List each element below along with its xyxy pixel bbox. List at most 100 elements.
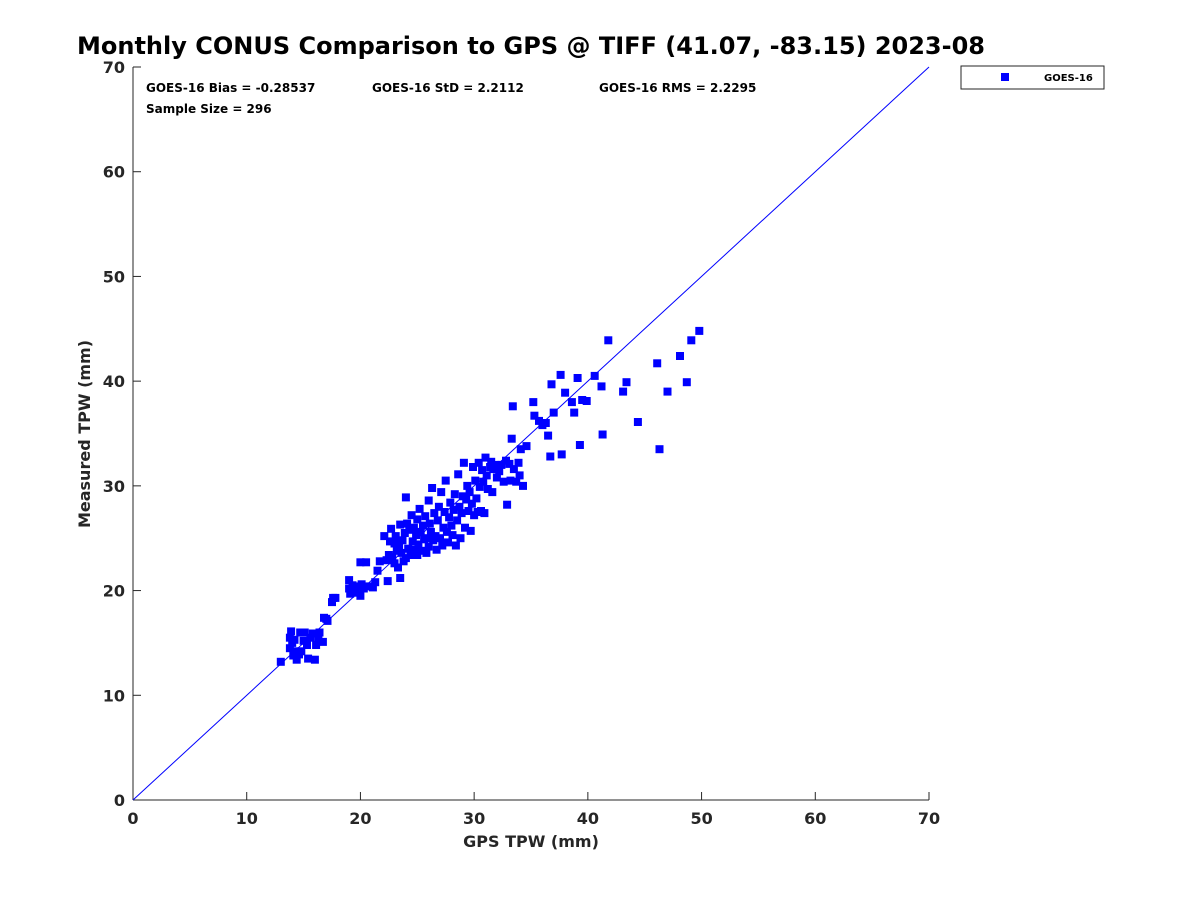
x-axis-label: GPS TPW (mm): [463, 832, 599, 851]
data-point: [390, 559, 399, 568]
chart-title: Monthly CONUS Comparison to GPS @ TIFF (…: [77, 32, 985, 60]
data-point: [619, 387, 628, 396]
data-point: [356, 558, 365, 567]
data-point: [446, 498, 455, 507]
data-point: [467, 499, 476, 508]
data-point: [497, 460, 506, 469]
data-point: [411, 545, 419, 554]
data-point: [453, 516, 462, 525]
y-tick-label: 50: [103, 267, 125, 286]
y-tick-label: 20: [103, 582, 125, 601]
data-point: [445, 513, 454, 522]
data-point: [463, 481, 472, 490]
data-point: [310, 655, 319, 664]
data-point: [515, 471, 524, 480]
data-point: [483, 485, 492, 493]
data-point: [364, 582, 373, 591]
data-point: [412, 531, 421, 540]
x-tick-label: 70: [918, 809, 940, 828]
data-point: [359, 584, 368, 593]
stat-sample-size: Sample Size = 296: [146, 102, 272, 116]
data-point: [346, 589, 355, 598]
data-point: [398, 536, 407, 545]
data-point: [351, 588, 360, 597]
data-point: [575, 441, 584, 449]
data-point: [390, 539, 399, 548]
data-point: [503, 500, 512, 509]
data-point: [474, 458, 483, 467]
x-tick-label: 60: [804, 809, 826, 828]
data-point: [403, 519, 412, 528]
data-point: [287, 627, 296, 636]
data-point: [397, 548, 406, 557]
data-point: [425, 519, 434, 528]
data-point: [289, 651, 298, 660]
stat-std: GOES-16 StD = 2.2112: [372, 81, 524, 95]
data-point: [491, 460, 500, 469]
plot-area: 0 10 20 30 40 50 60 70 0 10 20 30 40 50 60 70: [103, 58, 940, 828]
data-point: [682, 378, 691, 387]
x-tick-label: 40: [577, 809, 599, 828]
data-point: [495, 467, 504, 476]
data-point: [556, 370, 565, 379]
data-point: [404, 544, 413, 553]
y-tick-label: 10: [103, 686, 125, 705]
data-point: [663, 387, 672, 396]
data-point: [371, 578, 380, 587]
data-point: [314, 635, 323, 644]
data-point: [400, 529, 409, 537]
y-tick-label: 60: [103, 163, 125, 182]
data-point: [296, 628, 305, 637]
data-point: [431, 532, 440, 541]
data-point: [582, 397, 591, 405]
legend-label: GOES-16: [1044, 73, 1093, 84]
data-point: [413, 515, 422, 524]
stat-bias: GOES-16 Bias = -0.28537: [146, 81, 315, 95]
data-point: [428, 484, 437, 492]
data-point: [655, 445, 664, 454]
data-point: [417, 546, 426, 555]
data-point: [419, 521, 427, 530]
data-point: [406, 551, 415, 559]
data-point: [422, 548, 431, 557]
data-point: [561, 388, 570, 397]
data-point: [424, 542, 433, 551]
data-point: [479, 477, 488, 486]
data-point: [285, 633, 294, 642]
data-point: [345, 576, 354, 585]
data-point: [387, 524, 396, 533]
data-point: [472, 494, 481, 503]
data-point: [597, 382, 606, 391]
data-point: [300, 628, 309, 637]
y-tick-label: 70: [103, 58, 125, 77]
data-point: [481, 453, 490, 462]
data-point: [395, 543, 404, 552]
data-point: [547, 380, 556, 389]
data-point: [285, 644, 294, 653]
data-point: [442, 527, 451, 536]
data-point: [512, 477, 521, 486]
data-point: [487, 457, 496, 466]
x-tick-label: 0: [127, 809, 138, 828]
data-point: [676, 352, 684, 360]
data-point: [356, 591, 365, 600]
data-point: [290, 635, 299, 644]
data-point: [401, 493, 410, 502]
data-point: [530, 411, 539, 420]
stat-rms: GOES-16 RMS = 2.2295: [599, 81, 756, 95]
data-point: [405, 525, 414, 534]
data-point: [304, 654, 313, 663]
data-point: [466, 526, 475, 535]
data-point: [401, 554, 410, 563]
data-point: [449, 505, 458, 514]
data-point: [499, 477, 508, 486]
data-point: [541, 419, 550, 427]
legend: GOES-16: [960, 65, 1105, 90]
data-point: [426, 527, 435, 536]
data-point: [386, 537, 394, 546]
data-point: [516, 445, 525, 454]
data-point: [375, 557, 384, 566]
data-point: [457, 509, 466, 518]
data-point: [439, 523, 448, 532]
